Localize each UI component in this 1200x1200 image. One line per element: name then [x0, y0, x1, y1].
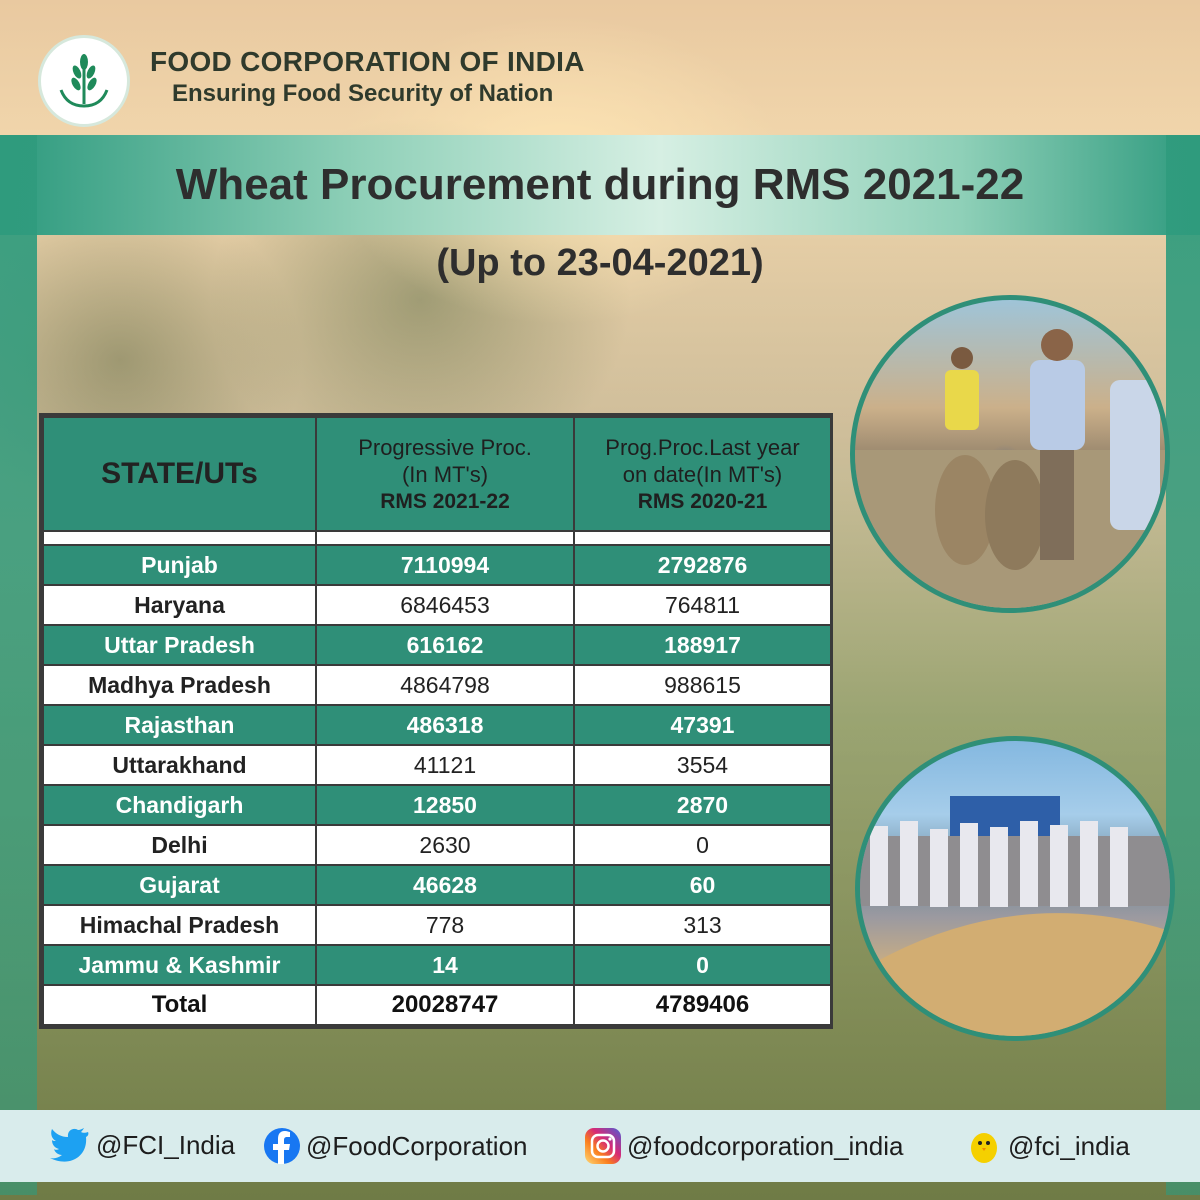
header-current-line2: (In MT's)	[401, 461, 489, 487]
officials-photo-illustration	[860, 796, 1170, 1036]
koo-icon	[971, 1133, 997, 1163]
table-row: Uttarakhand 41121 3554	[42, 744, 832, 786]
header-last-line1: Prog.Proc.Last year	[605, 434, 800, 460]
table-row: Jammu & Kashmir 14 0	[42, 944, 832, 986]
current-cell: 46628	[315, 864, 575, 906]
org-tagline: Ensuring Food Security of Nation	[172, 80, 554, 107]
table-row: Rajasthan 486318 47391	[42, 704, 832, 746]
mandi-photo-illustration	[855, 329, 1165, 608]
procurement-table: STATE/UTs Progressive Proc. (In MT's) RM…	[39, 413, 833, 1029]
last-year-cell: 313	[573, 904, 832, 946]
fci-logo	[38, 35, 130, 127]
header-state-label: STATE/UTs	[101, 457, 258, 490]
twitter-icon	[50, 1128, 89, 1162]
state-cell: Gujarat	[42, 864, 317, 906]
current-cell: 7110994	[315, 544, 575, 586]
twitter-handle: @FCI_India	[96, 1129, 236, 1160]
state-cell: Jammu & Kashmir	[42, 944, 317, 986]
state-cell: Punjab	[42, 544, 317, 586]
social-footer: @FCI_India @FoodCorporation @foodcorpora…	[0, 1110, 1200, 1182]
wheat-logo-icon	[59, 54, 109, 108]
total-current: 20028747	[315, 984, 575, 1026]
table-row: Delhi 2630 0	[42, 824, 832, 866]
last-year-cell: 47391	[573, 704, 832, 746]
current-cell: 14	[315, 944, 575, 986]
last-year-cell: 3554	[573, 744, 832, 786]
table-row: Uttar Pradesh 616162 188917	[42, 624, 832, 666]
current-cell: 41121	[315, 744, 575, 786]
table-header-row: STATE/UTs Progressive Proc. (In MT's) RM…	[42, 416, 832, 532]
org-name: FOOD CORPORATION OF INDIA	[150, 46, 585, 77]
last-year-cell: 988615	[573, 664, 832, 706]
state-cell: Rajasthan	[42, 704, 317, 746]
social-facebook[interactable]: @FoodCorporation	[264, 1128, 528, 1164]
header-current-year: Progressive Proc. (In MT's) RMS 2021-22	[315, 416, 575, 532]
social-twitter[interactable]: @FCI_India	[50, 1128, 235, 1162]
total-last-year: 4789406	[573, 984, 832, 1026]
header-current-line1: Progressive Proc.	[358, 434, 532, 460]
last-year-cell: 0	[573, 944, 832, 986]
header-last-year: Prog.Proc.Last year on date(In MT's) RMS…	[573, 416, 832, 532]
table-total-row: Total 20028747 4789406	[42, 984, 832, 1026]
table-row: Haryana 6846453 764811	[42, 584, 832, 626]
state-cell: Chandigarh	[42, 784, 317, 826]
last-year-cell: 764811	[573, 584, 832, 626]
header-last-line2: on date(In MT's)	[622, 461, 783, 487]
table-row: Madhya Pradesh 4864798 988615	[42, 664, 832, 706]
photo-officials-wheat	[855, 736, 1175, 1041]
photo-mandi-worker	[850, 295, 1170, 613]
total-label: Total	[42, 984, 317, 1026]
last-year-cell: 2792876	[573, 544, 832, 586]
instagram-icon	[585, 1128, 621, 1164]
header-current-line3: RMS 2021-22	[380, 489, 510, 513]
state-cell: Uttarakhand	[42, 744, 317, 786]
instagram-handle: @foodcorporation_india	[627, 1130, 904, 1161]
state-cell: Madhya Pradesh	[42, 664, 317, 706]
table-row: Himachal Pradesh 778 313	[42, 904, 832, 946]
current-cell: 616162	[315, 624, 575, 666]
table-spacer-row	[42, 530, 832, 546]
last-year-cell: 2870	[573, 784, 832, 826]
current-cell: 2630	[315, 824, 575, 866]
header-last-line3: RMS 2020-21	[637, 489, 768, 513]
state-cell: Delhi	[42, 824, 317, 866]
social-koo[interactable]: @fci_india	[966, 1128, 1130, 1164]
state-cell: Haryana	[42, 584, 317, 626]
last-year-cell: 0	[573, 824, 832, 866]
table-row: Punjab 7110994 2792876	[42, 544, 832, 586]
page-subtitle: (Up to 23-04-2021)	[436, 242, 764, 284]
current-cell: 6846453	[315, 584, 575, 626]
table-row: Gujarat 46628 60	[42, 864, 832, 906]
facebook-handle: @FoodCorporation	[306, 1130, 528, 1161]
table-row: Chandigarh 12850 2870	[42, 784, 832, 826]
current-cell: 778	[315, 904, 575, 946]
last-year-cell: 60	[573, 864, 832, 906]
left-frame-border	[0, 135, 37, 1195]
facebook-icon	[264, 1128, 300, 1164]
title-band	[0, 135, 1200, 235]
last-year-cell: 188917	[573, 624, 832, 666]
page-title: Wheat Procurement during RMS 2021-22	[175, 160, 1025, 209]
right-frame-border	[1166, 135, 1200, 1195]
current-cell: 4864798	[315, 664, 575, 706]
state-cell: Himachal Pradesh	[42, 904, 317, 946]
state-cell: Uttar Pradesh	[42, 624, 317, 666]
current-cell: 486318	[315, 704, 575, 746]
social-instagram[interactable]: @foodcorporation_india	[585, 1128, 903, 1164]
current-cell: 12850	[315, 784, 575, 826]
header-state: STATE/UTs	[42, 416, 317, 532]
koo-handle: @fci_india	[1008, 1130, 1130, 1161]
